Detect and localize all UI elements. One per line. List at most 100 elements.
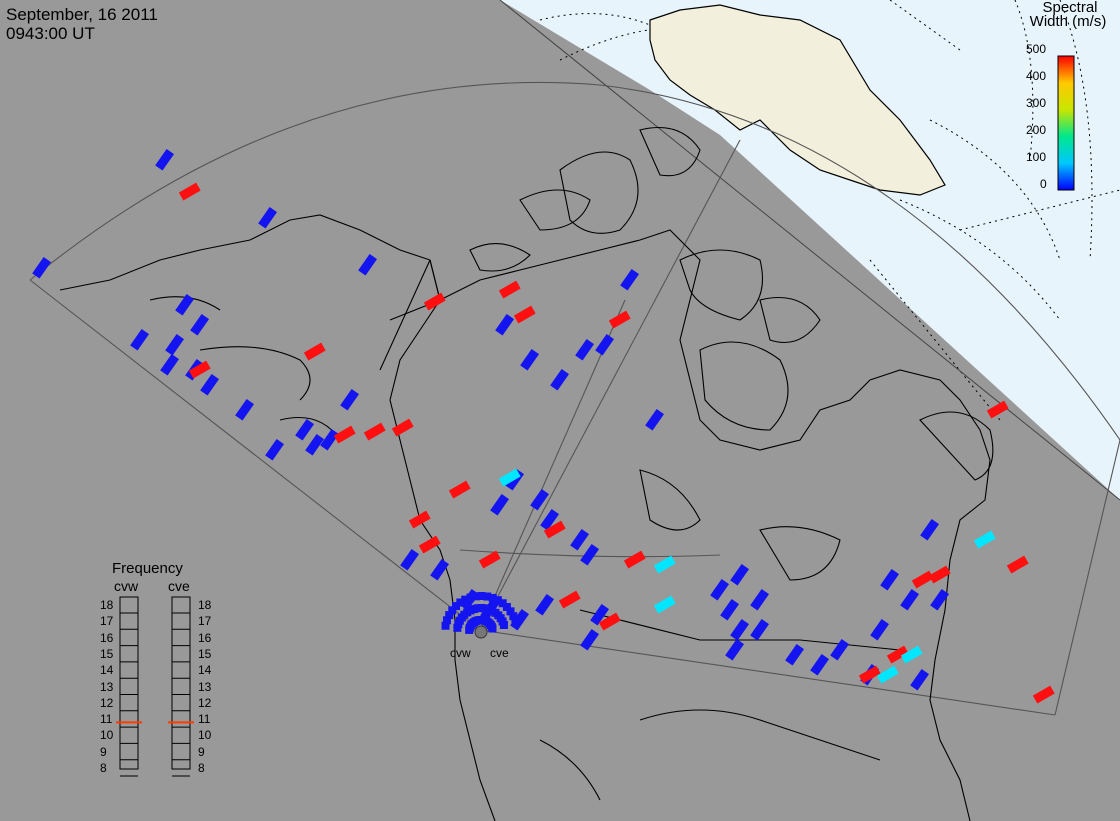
echo-blue-9: [160, 353, 180, 376]
frequency-level-left-16: 16: [100, 630, 114, 645]
echo-near-site: [442, 616, 451, 625]
echo-near-site: [445, 611, 454, 620]
field-of-view: [29, 81, 1120, 716]
echo-cyan-0: [498, 468, 521, 487]
echo-red-15: [623, 550, 646, 569]
echo-blue-31: [430, 558, 450, 581]
frequency-radar-cve: cve: [168, 578, 190, 594]
frequency-level-right-14: 14: [198, 663, 212, 678]
echo-near-site: [471, 592, 480, 601]
colorbar-tick-0: 0: [1040, 177, 1047, 191]
echo-near-site: [488, 624, 497, 633]
echo-near-site: [502, 602, 511, 611]
frequency-level-left-18: 18: [100, 598, 114, 612]
echo-cyan-2: [653, 595, 676, 614]
echo-blue-13: [295, 418, 315, 441]
echo-blue-53: [910, 668, 930, 691]
echo-red-7: [513, 305, 536, 324]
echo-red-22: [1032, 685, 1055, 704]
frequency-level-right-13: 13: [198, 679, 212, 694]
echo-red-18: [911, 570, 934, 589]
frequency-title: Frequency: [112, 560, 183, 577]
frequency-radar-cvw: cvw: [114, 578, 139, 594]
echo-blue-30: [400, 548, 420, 571]
terminator-line: [499, 0, 1120, 501]
echo-cyan-5: [900, 645, 923, 664]
echo-near-site: [441, 621, 450, 630]
frequency-level-right-17: 17: [198, 614, 212, 629]
colorbar-title-line2: Width (m/s): [1029, 13, 1107, 30]
echo-red-14: [543, 520, 566, 539]
echo-near-site: [461, 595, 470, 604]
frequency-level-right-16: 16: [198, 630, 212, 645]
coastlines: [59, 126, 994, 821]
echo-red-4: [391, 418, 414, 437]
echo-blue-38: [710, 578, 730, 601]
echo-blue-20: [575, 338, 595, 361]
echo-blue-40: [730, 618, 750, 641]
echo-blue-36: [590, 603, 610, 626]
radar-label-cve: cve: [490, 646, 509, 660]
frequency-level-left-11: 11: [100, 712, 113, 727]
echo-blue-17: [495, 313, 515, 336]
echo-red-13: [478, 550, 501, 569]
echo-red-17: [598, 612, 621, 631]
echo-near-site: [451, 602, 460, 611]
colorbar-tick-100: 100: [1026, 150, 1047, 164]
echo-near-site: [488, 593, 497, 602]
echo-blue-35: [535, 593, 555, 616]
echo-cyan-1: [973, 530, 996, 549]
frequency-level-left-15: 15: [100, 646, 114, 661]
echo-blue-10: [130, 328, 150, 351]
radar-label-cvw: cvw: [450, 646, 471, 660]
echo-red-0: [178, 182, 201, 201]
echo-red-10: [448, 480, 471, 499]
echo-blue-51: [930, 588, 950, 611]
frequency-level-right-10: 10: [198, 728, 212, 743]
frequency-meters: [116, 596, 194, 777]
echo-blue-49: [880, 568, 900, 591]
echo-red-3: [363, 422, 386, 441]
echo-blue-48: [870, 618, 890, 641]
echo-blue-39: [720, 598, 740, 621]
echo-red-9: [188, 360, 211, 379]
radar-site-marker: [474, 625, 488, 639]
echo-blue-26: [530, 488, 550, 511]
echo-blue-25: [490, 493, 510, 516]
echo-blue-11: [235, 398, 255, 421]
echo-blue-3: [32, 256, 52, 279]
echo-blue-37: [580, 628, 600, 651]
echo-red-16: [558, 590, 581, 609]
echo-blue-41: [725, 638, 745, 661]
echo-near-site: [511, 617, 520, 626]
greenland-landmass: [649, 4, 946, 196]
echo-blue-28: [570, 528, 590, 551]
echo-blue-8: [200, 373, 220, 396]
frequency-level-right-9: 9: [198, 744, 205, 759]
echo-blue-29: [580, 543, 600, 566]
echo-blue-6: [165, 333, 185, 356]
echo-blue-18: [520, 348, 540, 371]
radar-echoes: [32, 148, 1055, 704]
frequency-level-left-8: 8: [100, 761, 107, 775]
time-label: 0943:00 UT: [6, 24, 95, 43]
echo-near-site: [483, 592, 492, 601]
date-label: September, 16 2011: [6, 5, 158, 24]
colorbar-tick-400: 400: [1026, 69, 1047, 83]
echo-red-21: [1006, 555, 1029, 574]
echo-blue-52: [900, 588, 920, 611]
echo-blue-46: [830, 638, 850, 661]
frequency-level-right-11: 11: [198, 712, 211, 727]
frequency-level-left-13: 13: [100, 679, 114, 694]
echo-near-site: [448, 606, 457, 615]
echo-blue-54: [730, 563, 750, 586]
colorbar-title-line1: Spectral: [1042, 0, 1098, 16]
echo-near-site: [498, 599, 507, 608]
colorbar-tick-500: 500: [1026, 42, 1047, 56]
echo-blue-4: [175, 293, 195, 316]
echo-red-5: [423, 292, 446, 311]
echo-blue-12: [265, 438, 285, 461]
echo-blue-15: [320, 428, 340, 451]
